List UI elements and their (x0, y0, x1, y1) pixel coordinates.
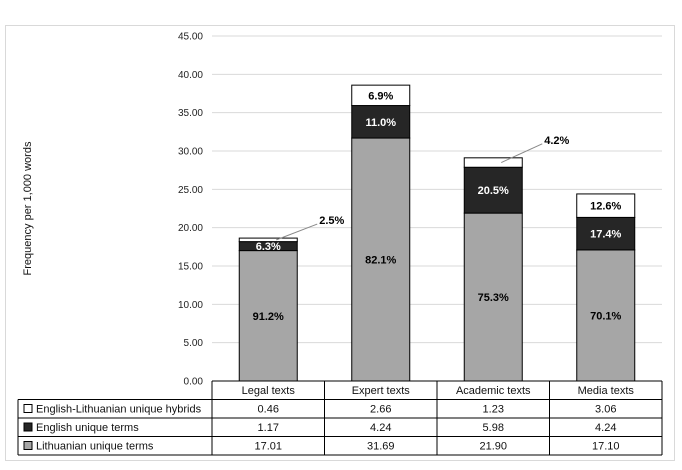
bar-segment (576, 249, 636, 382)
legend-swatch (23, 422, 33, 432)
data-label: 91.2% (253, 311, 284, 323)
legend-swatch (23, 441, 33, 450)
data-label: 17.4% (590, 229, 621, 241)
data-label: 70.1% (590, 310, 621, 322)
table-cell-value: 21.90 (479, 441, 507, 453)
chart-frame (5, 25, 675, 461)
table-cell-value: 5.98 (483, 422, 504, 434)
data-label: 4.2% (544, 135, 569, 147)
bar-segment (238, 237, 298, 243)
x-category-label: Legal texts (242, 385, 296, 397)
legend-swatch (23, 404, 33, 413)
table-cell-value: 17.01 (254, 441, 282, 453)
y-tick-label: 25.00 (178, 185, 203, 196)
y-tick-label: 15.00 (178, 262, 203, 273)
y-tick-label: 0.00 (184, 377, 204, 388)
data-label: 75.3% (478, 292, 509, 304)
x-category-label: Media texts (578, 385, 635, 397)
table-cell-value: 17.10 (592, 441, 620, 453)
table-cell-value: 4.24 (370, 422, 391, 434)
y-tick-label: 20.00 (178, 223, 203, 234)
table-cell-value: 1.17 (258, 422, 279, 434)
x-category-label: Academic texts (456, 385, 531, 397)
x-category-label: Expert texts (352, 385, 411, 397)
callout-leader (276, 223, 318, 241)
y-tick-label: 45.00 (178, 32, 203, 43)
legend-label: English unique terms (36, 422, 139, 434)
legend-label: Lithuanian unique terms (36, 441, 154, 453)
y-axis-title: Frequency per 1,000 words (22, 141, 34, 275)
y-tick-label: 10.00 (178, 300, 203, 311)
callout-leader (501, 143, 543, 163)
data-label: 2.5% (319, 215, 344, 227)
table-cell-value: 0.46 (258, 404, 279, 416)
data-label: 6.3% (256, 241, 281, 253)
table-cell-value: 2.66 (370, 404, 391, 416)
table-cell-value: 3.06 (595, 404, 616, 416)
bar-segment (576, 193, 636, 218)
table-cell-value: 4.24 (595, 422, 616, 434)
data-label: 11.0% (365, 117, 396, 129)
y-tick-label: 30.00 (178, 147, 203, 158)
data-label: 82.1% (365, 255, 396, 267)
table-cell-value: 1.23 (483, 404, 504, 416)
legend-label: English-Lithuanian unique hybrids (36, 404, 202, 416)
data-label: 12.6% (590, 201, 621, 213)
bar-segment (463, 157, 523, 168)
bar-segment (351, 84, 411, 107)
bar-segment (576, 216, 636, 251)
data-label: 6.9% (368, 90, 393, 102)
y-tick-label: 35.00 (178, 108, 203, 119)
table-cell-value: 31.69 (367, 441, 395, 453)
y-tick-label: 5.00 (184, 338, 204, 349)
data-label: 20.5% (478, 185, 509, 197)
y-tick-label: 40.00 (178, 70, 203, 81)
bar-segment (238, 250, 298, 382)
